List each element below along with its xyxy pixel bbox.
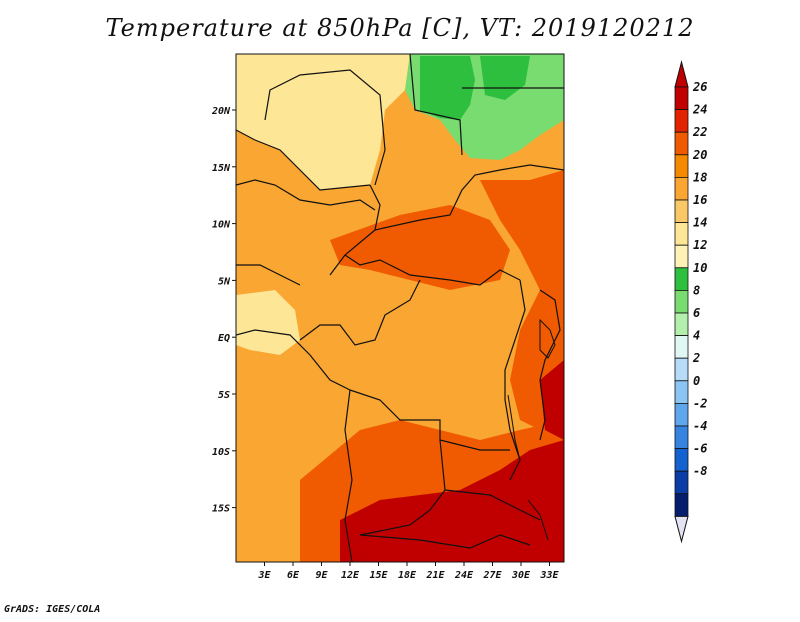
map-title: Temperature at 850hPa [C], VT: 201912021… (105, 14, 695, 42)
hot-zone-east (540, 360, 564, 440)
colorbar-label: 20 (692, 148, 707, 162)
colorbar-swatch (674, 86, 689, 111)
lat-label: 15N (212, 163, 231, 174)
latitude-axis: 20N 15N 10N 5N EQ 5S 10S 15S (211, 106, 236, 515)
warm-zone-east (480, 170, 564, 430)
longitude-axis: 3E 6E 9E 12E 15E 18E 21E 24E 27E 30E 33E (257, 562, 560, 581)
colorbar-swatch (674, 312, 689, 337)
lon-label: 18E (398, 570, 417, 581)
lat-label: EQ (218, 333, 230, 344)
hot-zone-south (340, 440, 564, 562)
lon-label: 15E (369, 570, 388, 581)
lon-label: 24E (454, 570, 474, 581)
colorbar-swatch (674, 154, 689, 178)
colorbar-swatch (674, 267, 689, 291)
lon-label: 27E (482, 570, 502, 581)
colorbar-top-tip (674, 60, 689, 88)
country-boundaries (236, 54, 564, 562)
colorbar-label: 2 (692, 351, 700, 365)
lon-label: 33E (539, 570, 559, 581)
colorbar-bottom-tip (674, 515, 689, 544)
colorbar-swatch (674, 402, 689, 427)
map-frame (235, 53, 565, 563)
cold-zone-east (480, 56, 530, 100)
colorbar-swatch (674, 131, 689, 156)
colorbar-label: -4 (693, 419, 707, 433)
colorbar-label: -8 (693, 464, 707, 478)
colorbar-label: 12 (693, 238, 707, 252)
lon-label: 3E (257, 570, 271, 581)
colorbar-swatch (674, 380, 689, 404)
colorbar-label: 26 (692, 80, 707, 94)
colorbar-label: 4 (693, 329, 700, 343)
colorbar-label: 0 (693, 374, 700, 388)
colorbar-label: 6 (693, 306, 700, 320)
colorbar-swatch (674, 109, 689, 133)
lat-label: 5S (218, 390, 230, 401)
grads-credit: GrADS: IGES/COLA (4, 604, 101, 615)
colorbar-label: 8 (693, 283, 700, 297)
colorbar-swatch (674, 176, 689, 201)
colorbar-label: 16 (693, 193, 707, 207)
colorbar-swatch (674, 199, 689, 224)
colorbar-label: -2 (693, 396, 707, 410)
colorbar-label: 24 (692, 103, 707, 117)
colorbar-swatch (674, 425, 689, 450)
colorbar-swatch (674, 493, 689, 517)
colorbar-swatch (674, 357, 689, 382)
cool-zone-gabon (236, 290, 300, 355)
colorbar-label: 18 (693, 170, 707, 184)
lon-label: 12E (341, 570, 360, 581)
cold-zone-inner (420, 56, 475, 120)
lat-label: 15S (212, 504, 230, 515)
lon-label: 6E (287, 570, 300, 581)
colorbar-swatch (674, 222, 689, 246)
lat-label: 10N (212, 220, 231, 231)
temperature-map (236, 54, 564, 562)
lat-label: 20N (211, 106, 231, 117)
lon-label: 21E (425, 570, 445, 581)
lon-label: 9E (315, 570, 328, 581)
colorbar-swatch (674, 244, 689, 269)
lat-label: 10S (212, 447, 230, 458)
cool-zone-north (236, 54, 410, 190)
lakes (507, 318, 556, 541)
colorbar-swatch (674, 289, 689, 314)
colorbar-label: 22 (692, 125, 707, 139)
colorbar-swatch (674, 470, 689, 495)
colorbar-label: 14 (693, 216, 707, 230)
colorbar-label: 10 (693, 261, 707, 275)
lon-label: 30E (511, 570, 531, 581)
lat-label: 5N (218, 276, 231, 287)
colorbar-swatch (674, 335, 689, 359)
colorbar-swatch (674, 448, 689, 472)
colorbar-label: -6 (693, 442, 707, 456)
warm-zone-central (330, 205, 510, 290)
